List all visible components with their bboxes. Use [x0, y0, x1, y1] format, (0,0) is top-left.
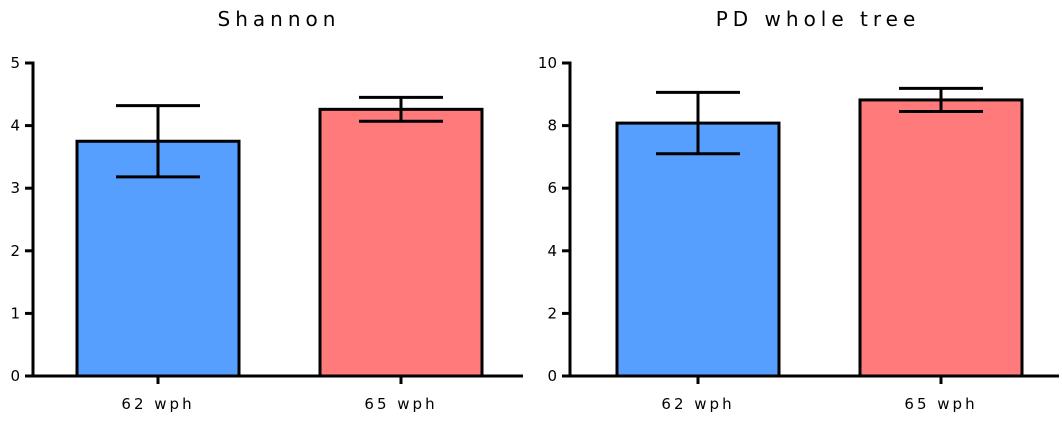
y-tick-label: 4 — [10, 117, 20, 135]
chart-pd-whole-tree: PD whole tree 62 wph 65 wph 0 2 4 6 8 10 — [538, 7, 1059, 413]
bar-65-wph — [318, 107, 484, 378]
bar-62-wph — [75, 139, 241, 378]
y-tick-label: 0 — [10, 367, 20, 385]
y-tick-label: 1 — [10, 304, 20, 322]
x-tick-label: 65 wph — [904, 395, 977, 413]
chart-title: Shannon — [218, 7, 341, 31]
chart-shannon: Shannon 62 wph 65 wph 0 1 2 3 4 5 — [10, 7, 523, 413]
y-tick-label: 10 — [538, 54, 557, 72]
bar-65-wph — [858, 98, 1024, 378]
bar-62-wph — [615, 121, 781, 378]
y-tick-label: 2 — [547, 304, 557, 322]
y-tick-label: 4 — [547, 242, 557, 260]
x-tick-label: 62 wph — [121, 395, 194, 413]
chart-title: PD whole tree — [716, 7, 921, 31]
y-tick-label: 0 — [547, 367, 557, 385]
x-tick-label: 65 wph — [364, 395, 437, 413]
x-tick-label: 62 wph — [661, 395, 734, 413]
y-tick-label: 3 — [10, 179, 20, 197]
y-tick-label: 2 — [10, 242, 20, 260]
y-tick-label: 8 — [547, 117, 557, 135]
y-tick-label: 6 — [547, 179, 557, 197]
y-tick-label: 5 — [10, 54, 20, 72]
